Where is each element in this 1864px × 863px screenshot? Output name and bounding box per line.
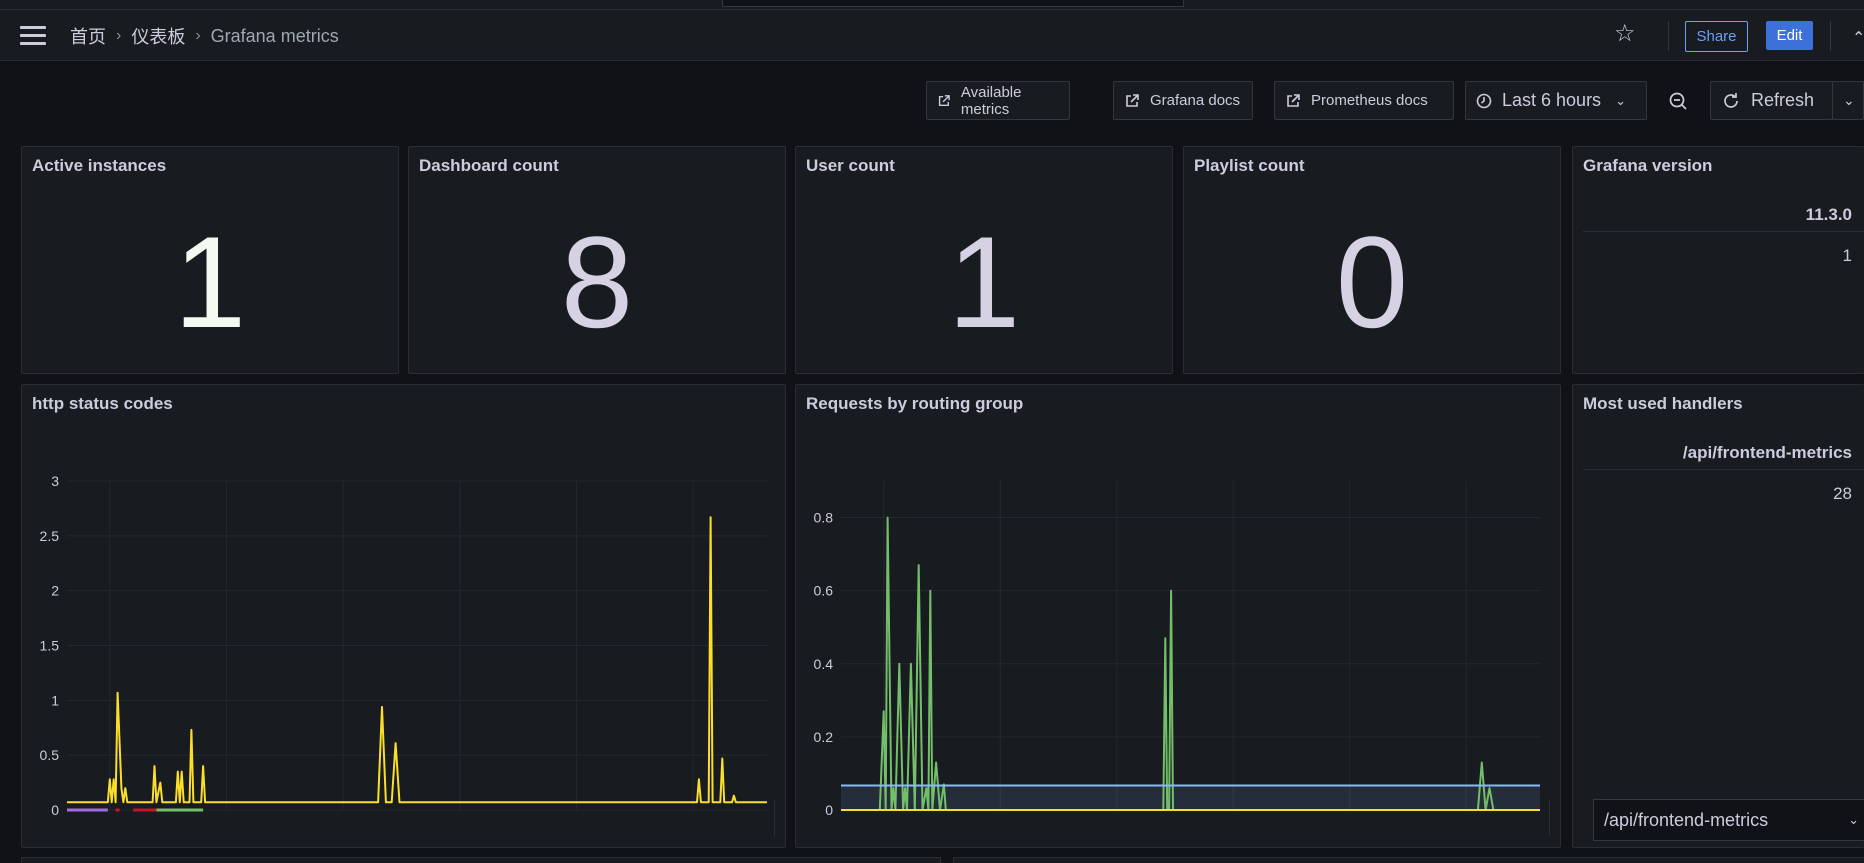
stat-panel-playlist-count: Playlist count 0	[1183, 146, 1561, 374]
x-tick-label: 12:00	[209, 819, 244, 821]
search-bar[interactable]	[722, 0, 1184, 7]
panel-edge	[21, 857, 941, 863]
y-tick-label: 1.5	[40, 638, 60, 654]
clock-icon	[1476, 93, 1492, 108]
stat-value: 8	[560, 209, 634, 355]
y-tick-label: 2	[51, 583, 59, 599]
panel-title: Most used handlers	[1583, 394, 1743, 413]
handler-select[interactable]: /api/frontend-metrics ⌄	[1593, 799, 1864, 841]
y-tick-label: 3	[51, 473, 59, 489]
handler-select-value: /api/frontend-metrics	[1604, 809, 1769, 830]
stat-value: 0	[1335, 209, 1409, 355]
y-tick-label: 0	[825, 802, 833, 818]
web-area	[841, 785, 1540, 810]
zoom-out-icon	[1669, 92, 1687, 110]
dashboard-header: 首页 › 仪表板 › Grafana metrics ☆ Share Edit …	[0, 10, 1864, 61]
breadcrumb: 首页 › 仪表板 › Grafana metrics	[70, 23, 339, 49]
panel-title: Dashboard count	[419, 156, 559, 175]
prometheus-docs-label: Prometheus docs	[1311, 92, 1428, 109]
timeseries-panel-routing-group: Requests by routing group 0 0.2 0.4 0.6 0.8 1…	[795, 384, 1561, 848]
x-tick-label: 16:00	[1449, 819, 1484, 821]
stat-panel-dashboard-count: Dashboard count 8	[408, 146, 786, 374]
y-tick-label: 2.5	[40, 528, 60, 544]
chevron-right-icon: ›	[195, 27, 201, 44]
chevron-down-icon: ⌄	[1848, 812, 1859, 827]
y-tick-label: 0.8	[814, 510, 834, 526]
divider	[1830, 21, 1831, 51]
x-tick-label: 14:00	[442, 819, 477, 821]
series-line-200	[67, 516, 767, 804]
x-tick-label: 13:00	[326, 819, 361, 821]
table-cell: 1	[1842, 246, 1852, 265]
table-header[interactable]: /api/frontend-metrics	[1682, 443, 1852, 462]
divider	[1583, 469, 1864, 470]
panel-title: User count	[806, 156, 895, 175]
available-metrics-label: Available metrics	[960, 83, 1022, 118]
panel-title: Requests by routing group	[806, 394, 1024, 413]
stat-value: 1	[947, 209, 1021, 355]
x-tick-label: 13:00	[1099, 819, 1134, 821]
refresh-button[interactable]: Refresh	[1710, 81, 1833, 120]
available-metrics-button[interactable]: Available metrics	[926, 81, 1070, 120]
http-status-chart[interactable]: 0 0.5 1 1.5 2 2.5 3 11:00 12:00 13:00 14:00 15:00 16…	[22, 421, 787, 821]
table-panel-grafana-version: Grafana version 11.3.0 1	[1572, 146, 1864, 374]
external-link-icon	[1287, 93, 1300, 107]
routing-group-chart[interactable]: 0 0.2 0.4 0.6 0.8 11:00 12:00 13:00 14:00 15:00 16…	[796, 421, 1562, 821]
grafana-docs-button[interactable]: Grafana docs	[1113, 81, 1253, 120]
timeseries-panel-http-status: http status codes 0 0.5 1 1.5 2 2.5 3 11:00 12:0…	[21, 384, 786, 848]
zoom-out-button[interactable]	[1658, 81, 1697, 120]
y-tick-label: 0.5	[40, 747, 60, 763]
x-tick-label: 11:00	[867, 819, 901, 821]
panel-title: Playlist count	[1194, 156, 1305, 175]
y-tick-label: 1	[51, 692, 59, 708]
panel-edge	[953, 857, 1864, 863]
top-strip	[0, 0, 1864, 10]
chevron-right-icon: ›	[116, 27, 122, 44]
stat-value: 1	[173, 209, 247, 355]
chevron-up-icon[interactable]: ⌃	[1852, 30, 1864, 47]
menu-icon[interactable]	[20, 26, 46, 46]
share-button[interactable]: Share	[1685, 21, 1748, 52]
stat-panel-user-count: User count 1	[795, 146, 1173, 374]
chevron-down-icon: ⌄	[1615, 92, 1626, 108]
divider	[1549, 800, 1550, 836]
refresh-icon	[1724, 92, 1738, 108]
x-tick-label: 12:00	[983, 819, 1018, 821]
table-header[interactable]: 11.3.0	[1805, 205, 1852, 224]
prometheus-docs-button[interactable]: Prometheus docs	[1274, 81, 1454, 120]
refresh-interval-dropdown[interactable]: ⌄	[1832, 81, 1864, 120]
x-tick-label: 16:00	[676, 819, 711, 821]
divider	[1583, 231, 1864, 232]
edit-button[interactable]: Edit	[1766, 21, 1813, 50]
time-range-picker[interactable]: Last 6 hours ⌄	[1465, 81, 1647, 120]
star-icon[interactable]: ☆	[1614, 20, 1636, 47]
divider	[774, 800, 775, 836]
x-tick-label: 11:00	[93, 819, 127, 821]
chevron-down-icon: ⌄	[1843, 92, 1855, 108]
external-link-icon	[938, 94, 950, 106]
y-tick-label: 0	[51, 802, 59, 818]
time-range-label: Last 6 hours	[1502, 90, 1602, 110]
external-link-icon	[1126, 93, 1139, 107]
y-tick-label: 0.6	[814, 583, 834, 599]
stat-panel-active-instances: Active instances 1	[21, 146, 399, 374]
divider	[1668, 21, 1669, 51]
panel-title: http status codes	[32, 394, 173, 413]
panel-title: Active instances	[32, 156, 167, 175]
x-tick-label: 15:00	[559, 819, 594, 821]
grafana-docs-label: Grafana docs	[1150, 92, 1241, 109]
panel-title: Grafana version	[1583, 156, 1713, 175]
breadcrumb-current: Grafana metrics	[210, 25, 339, 46]
refresh-label: Refresh	[1751, 90, 1815, 110]
breadcrumb-dashboards[interactable]: 仪表板	[131, 27, 186, 47]
table-cell: 28	[1833, 484, 1852, 503]
breadcrumb-home[interactable]: 首页	[70, 27, 106, 47]
y-tick-label: 0.2	[814, 729, 834, 745]
y-tick-label: 0.4	[814, 656, 834, 672]
x-tick-label: 14:00	[1216, 819, 1251, 821]
x-tick-label: 15:00	[1332, 819, 1367, 821]
table-panel-most-used-handlers: Most used handlers /api/frontend-metrics…	[1572, 384, 1864, 848]
